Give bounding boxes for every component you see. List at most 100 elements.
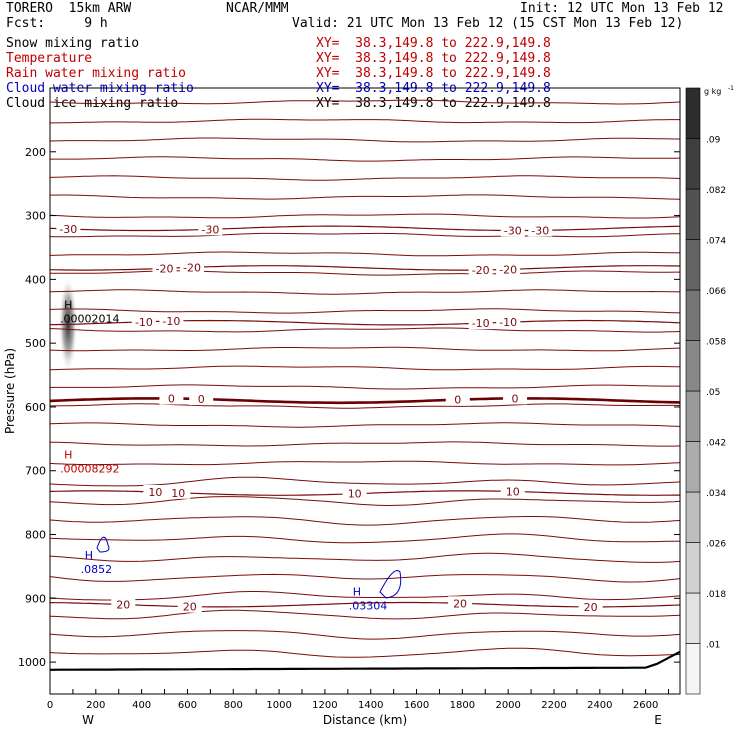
- colorbar-segment: [685, 643, 701, 695]
- isotherm-label: -10: [135, 316, 153, 329]
- max-marker-symbol: H: [353, 586, 361, 599]
- y-tick-label: 800: [25, 529, 46, 542]
- isotherm-label-bg: [189, 392, 214, 406]
- isotherm-label-bg: [496, 262, 521, 276]
- colorbar-segment: [685, 188, 701, 240]
- label-layer: -30 -30 -30 -30 -20 -20 -20 -20 -10 -10 -10 -10 0 0 0 0…: [56, 222, 603, 614]
- isotherm-label-bg: [500, 484, 525, 498]
- colorbar-label: .058: [706, 338, 726, 348]
- x-tick-label: 400: [132, 700, 151, 711]
- isotherm--30: [49, 225, 681, 232]
- isotherm-line: [49, 422, 681, 428]
- center-title: NCAR/MMM: [226, 1, 289, 16]
- x-axis-title: Distance (km): [323, 713, 407, 727]
- isotherm-label: 20: [584, 601, 598, 614]
- max-marker-value: .03304: [349, 600, 388, 613]
- isotherm-label: 10: [506, 485, 520, 498]
- colorbar-segment: [685, 340, 701, 392]
- isotherm-label: -20: [183, 261, 201, 274]
- isotherm-label-bg: [143, 484, 168, 498]
- plot-frame: [49, 87, 681, 695]
- isotherm-label-bg: [159, 391, 184, 405]
- x-tick-label: 2600: [633, 700, 658, 711]
- isotherm-label-bg: [152, 261, 177, 275]
- isotherm-line: [49, 516, 681, 526]
- y-tick-label: 300: [25, 210, 46, 223]
- x-tick-label: 200: [86, 700, 105, 711]
- isotherm-line: [50, 194, 681, 200]
- colorbar-label: .05: [706, 388, 720, 398]
- isotherm-label-bg: [180, 260, 205, 274]
- isotherm-20: [49, 601, 681, 608]
- isotherm-label-bg: [496, 315, 521, 329]
- isotherm-label: 10: [171, 487, 185, 500]
- isotherm-line: [50, 384, 680, 390]
- isotherm-line: [49, 289, 681, 295]
- isotherm-line: [49, 533, 681, 544]
- isotherm-label: -10: [472, 317, 490, 330]
- colorbar-segment: [685, 289, 701, 341]
- cloudwater-contour: [379, 570, 402, 599]
- isotherm-line: [49, 346, 681, 352]
- isotherm-label: -20: [472, 264, 490, 277]
- field-rain-xy: XY= 38.3,149.8 to 222.9,149.8: [316, 66, 551, 81]
- x-tick-label: 1800: [450, 700, 475, 711]
- y-tick-label: 500: [25, 337, 46, 350]
- isotherm-label: -20: [499, 263, 517, 276]
- field-layer: [49, 99, 681, 671]
- x-tick-label: 2400: [587, 700, 612, 711]
- isotherm-label: 20: [183, 601, 197, 614]
- isotherm-line: [49, 175, 681, 181]
- colorbar: .01 .018 .026 .034 .042 .05 .058 .066 .074 .082 .0…: [685, 85, 734, 695]
- isotherm-label-bg: [578, 599, 603, 613]
- isotherm-label-bg: [503, 391, 528, 405]
- field-snow-xy: XY= 38.3,149.8 to 222.9,149.8: [316, 36, 551, 51]
- isotherm-line: [49, 232, 680, 238]
- isotherm-label-bg: [56, 222, 81, 236]
- isotherm-label-bg: [198, 222, 223, 236]
- isotherm-line: [49, 441, 681, 447]
- colorbar-unit-exponent: -1: [728, 85, 734, 92]
- isotherm-label-bg: [131, 314, 156, 328]
- isotherm-label: 20: [116, 599, 130, 612]
- max-marker-symbol: H: [85, 549, 93, 562]
- y-tick-label: 200: [25, 146, 46, 159]
- isotherm-line: [49, 213, 681, 219]
- y-tick-label: 600: [25, 401, 46, 414]
- x-endpoint-right: E: [654, 713, 662, 727]
- forecast-hour: Fcst: 9 h: [6, 16, 108, 31]
- colorbar-label: .09: [706, 136, 721, 146]
- init-time: Init: 12 UTC Mon 13 Feb 12: [520, 1, 724, 16]
- isotherm-label: -30: [59, 223, 77, 236]
- colorbar-unit: g kg: [704, 87, 721, 96]
- model-title: TORERO 15km ARW: [6, 1, 132, 16]
- max-marker-value: .0852: [81, 563, 113, 576]
- isotherm-line: [49, 251, 681, 257]
- isotherm-label: -20: [156, 262, 174, 275]
- terrain-line: [49, 650, 681, 671]
- isotherm-label-bg: [342, 486, 367, 500]
- isotherm-line: [49, 591, 681, 601]
- x-tick-label: 2200: [541, 700, 566, 711]
- max-marker-value: .00008292: [60, 462, 119, 475]
- colorbar-segment: [685, 441, 701, 493]
- field-temperature-name: Temperature: [6, 51, 93, 66]
- isotherm-line: [49, 609, 681, 620]
- y-tick-label: 400: [25, 273, 46, 286]
- isotherm-label-bg: [468, 262, 493, 276]
- y-axis-title: Pressure (hPa): [3, 348, 17, 434]
- colorbar-label: .034: [706, 489, 726, 499]
- isotherm-label: 10: [148, 486, 162, 499]
- x-tick-label: 600: [178, 700, 197, 711]
- max-marker-symbol: H: [64, 448, 72, 461]
- isotherm-line: [49, 99, 681, 105]
- isotherm--20: [49, 265, 681, 271]
- isotherm-line: [49, 476, 681, 487]
- colorbar-segment: [685, 390, 701, 442]
- colorbar-label: .082: [706, 186, 726, 196]
- field-snow-name: Snow mixing ratio: [6, 36, 140, 51]
- colorbar-segment: [685, 138, 701, 190]
- x-tick-label: 1600: [404, 700, 429, 711]
- colorbar-label: .074: [706, 237, 726, 247]
